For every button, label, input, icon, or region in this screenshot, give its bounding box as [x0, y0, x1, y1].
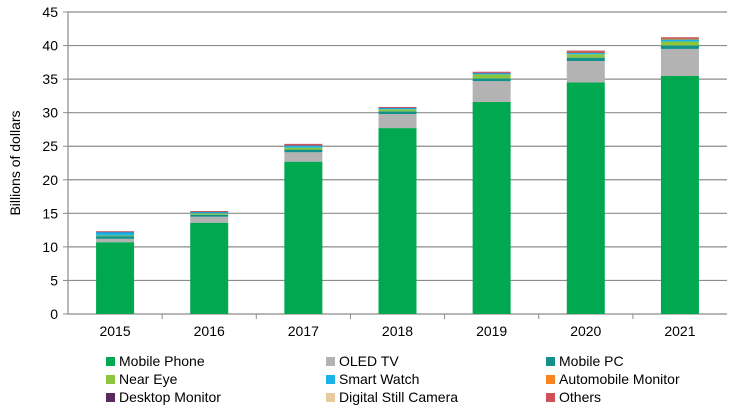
bar-segment-oled-tv: [472, 81, 511, 102]
legend-item: Mobile PC: [546, 352, 726, 370]
legend-swatch: [106, 392, 115, 402]
legend-swatch: [546, 374, 555, 384]
legend-swatch: [546, 392, 555, 402]
bar-segment-desktop-monitor: [96, 231, 135, 233]
legend-label: Near Eye: [119, 371, 178, 387]
y-tick-label: 25: [42, 138, 58, 154]
bar-segment-others: [284, 143, 323, 146]
bar-segment-desktop-monitor: [660, 37, 699, 39]
legend-item: Smart Watch: [326, 370, 546, 388]
bar-segment-smart-watch: [472, 73, 511, 75]
y-tick-label: 30: [42, 105, 58, 121]
bar-segment-near-eye: [472, 74, 511, 79]
legend-item: Others: [546, 388, 726, 406]
legend-item: OLED TV: [326, 352, 546, 370]
y-tick-label: 45: [42, 4, 58, 20]
legend-label: Smart Watch: [339, 371, 420, 387]
bar-segment-mobile-pc: [472, 78, 511, 82]
legend-item: Digital Still Camera: [326, 388, 546, 406]
legend-swatch: [106, 356, 115, 366]
y-tick-label: 0: [50, 306, 58, 322]
bar-segment-mobile-phone: [96, 242, 135, 314]
bar-segment-mobile-phone: [378, 128, 417, 314]
bar-segment-near-eye: [96, 235, 135, 237]
bar-segment-mobile-pc: [378, 111, 417, 115]
bar-segment-desktop-monitor: [190, 211, 229, 213]
bar-segment-mobile-phone: [190, 222, 229, 314]
bar-segment-mobile-pc: [190, 214, 229, 217]
bar-segment-oled-tv: [190, 216, 229, 223]
bar-segment-mobile-pc: [96, 236, 135, 239]
legend: Mobile Phone OLED TV Mobile PC Near Eye Smar…: [106, 352, 726, 406]
bar-segment-others: [566, 50, 605, 52]
bar-segment-oled-tv: [566, 60, 605, 83]
legend-label: Automobile Monitor: [559, 371, 680, 387]
bar-segment-others: [190, 210, 229, 212]
bar-segment-mobile-phone: [566, 82, 605, 314]
y-tick-label: 10: [42, 239, 58, 255]
bar-segment-near-eye: [566, 54, 605, 58]
bar-segment-mobile-pc: [566, 57, 605, 61]
legend-item: Mobile Phone: [106, 352, 326, 370]
bar-segment-desktop-monitor: [472, 72, 511, 74]
bar-segment-desktop-monitor: [378, 107, 417, 109]
legend-item: Automobile Monitor: [546, 370, 726, 388]
legend-label: OLED TV: [339, 353, 399, 369]
bar-segment-mobile-phone: [660, 75, 699, 314]
stacked-bar-chart: 0 5 10 15 20 25 30 35 40 45 Billions of dollars 201…: [7, 4, 727, 339]
bar-segment-mobile-phone: [284, 161, 323, 314]
legend-swatch: [326, 374, 335, 384]
bar-segment-mobile-pc: [660, 45, 699, 49]
legend-item: Desktop Monitor: [106, 388, 326, 406]
y-tick-label: 35: [42, 71, 58, 87]
bar-segment-oled-tv: [660, 48, 699, 76]
legend-swatch: [106, 374, 115, 384]
legend-swatch: [326, 392, 335, 402]
bar-segment-oled-tv: [378, 114, 417, 129]
y-tick-label: 15: [42, 205, 58, 221]
bar-segment-smart-watch: [566, 52, 605, 55]
bar-segment-automobile-monitor: [566, 52, 605, 53]
bar-segment-smart-watch: [284, 145, 323, 148]
bar-segment-others: [660, 37, 699, 38]
bar-segment-others: [472, 71, 511, 73]
x-tick-label: 2020: [570, 323, 601, 339]
legend-swatch: [326, 356, 335, 366]
bar-segment-near-eye: [660, 41, 699, 46]
x-tick-label: 2016: [194, 323, 225, 339]
legend-swatch: [546, 356, 555, 366]
bar-segment-mobile-pc: [284, 149, 323, 153]
bar-segment-smart-watch: [190, 211, 229, 214]
legend-label: Desktop Monitor: [119, 389, 221, 405]
x-tick-label: 2021: [664, 323, 695, 339]
bar-segment-others: [96, 231, 135, 232]
legend-label: Mobile Phone: [119, 353, 205, 369]
legend-label: Others: [559, 389, 602, 405]
bar-segment-near-eye: [378, 109, 417, 112]
bar-segment-mobile-phone: [472, 101, 511, 314]
legend-label: Mobile PC: [559, 353, 624, 369]
bar-segment-smart-watch: [660, 39, 699, 42]
y-tick-label: 40: [42, 38, 58, 54]
bar-segment-automobile-monitor: [660, 38, 699, 40]
bar-segment-near-eye: [190, 213, 229, 215]
bar-segment-others: [378, 106, 417, 108]
bar-segment-near-eye: [284, 147, 323, 150]
y-axis-label: Billions of dollars: [7, 110, 23, 215]
y-tick-label: 20: [42, 172, 58, 188]
bar-segment-desktop-monitor: [566, 51, 605, 53]
legend-item: Near Eye: [106, 370, 326, 388]
x-tick-label: 2018: [382, 323, 413, 339]
y-tick-label: 5: [50, 272, 58, 288]
bar-segment-oled-tv: [284, 152, 323, 162]
bar-segment-oled-tv: [96, 238, 135, 243]
bar-segment-desktop-monitor: [284, 145, 323, 146]
x-tick-label: 2017: [288, 323, 319, 339]
bar-segment-smart-watch: [378, 107, 417, 110]
legend-label: Digital Still Camera: [339, 389, 459, 405]
x-tick-label: 2019: [476, 323, 507, 339]
x-tick-label: 2015: [99, 323, 130, 339]
bar-segment-smart-watch: [96, 232, 135, 236]
